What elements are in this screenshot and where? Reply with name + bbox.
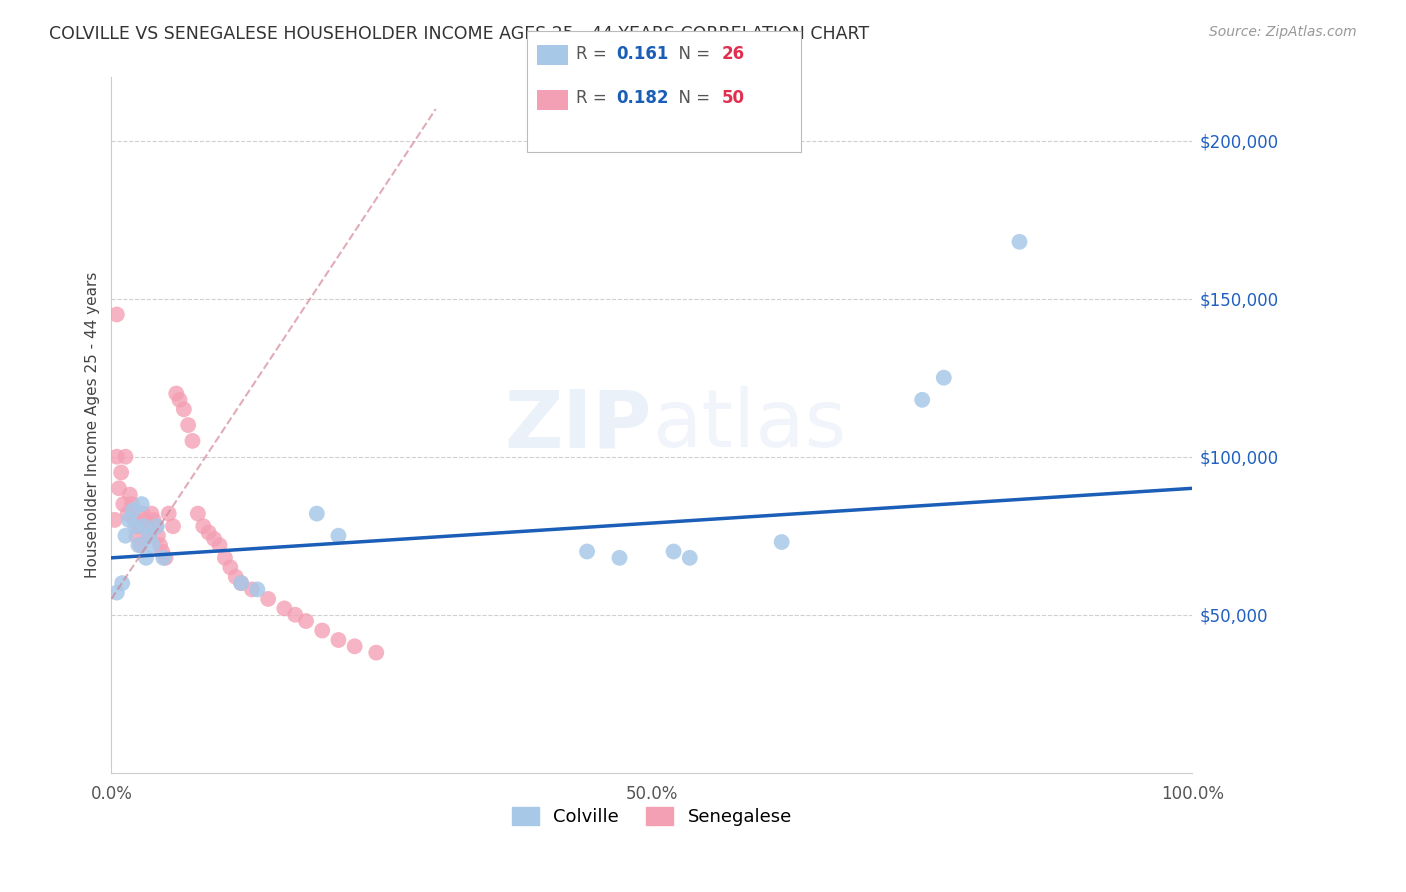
Point (219, 560, 242, 574)
Point (129, 538, 152, 552)
Legend: Colville, Senegalese: Colville, Senegalese (505, 799, 799, 833)
Point (679, 550, 702, 565)
Point (193, 519, 215, 533)
Point (145, 519, 167, 533)
Text: N =: N = (668, 45, 716, 62)
Point (576, 544, 599, 558)
Point (162, 519, 184, 533)
Point (157, 507, 180, 521)
Point (114, 529, 136, 543)
Point (181, 434, 204, 448)
Point (165, 386, 187, 401)
Text: 0.161: 0.161 (616, 45, 668, 62)
Point (141, 507, 163, 521)
Point (114, 450, 136, 464)
Point (110, 466, 132, 480)
Point (122, 513, 145, 527)
Point (231, 576, 253, 591)
Point (231, 576, 253, 591)
Point (173, 402, 195, 417)
Point (117, 507, 139, 521)
Point (202, 532, 225, 546)
Point (273, 601, 295, 615)
Point (246, 582, 269, 597)
Text: R =: R = (576, 89, 613, 107)
Point (366, 646, 388, 660)
Point (146, 529, 169, 543)
Point (121, 497, 143, 511)
Text: 26: 26 (721, 45, 744, 62)
Point (152, 550, 174, 565)
Point (105, 585, 128, 599)
Point (127, 538, 149, 552)
Point (197, 525, 219, 540)
Point (150, 544, 173, 558)
Point (311, 624, 333, 638)
Point (770, 535, 793, 549)
Point (240, 582, 263, 597)
Point (187, 507, 209, 521)
Point (149, 538, 172, 552)
Point (284, 607, 307, 622)
Point (122, 503, 145, 517)
Point (932, 370, 955, 384)
Text: atlas: atlas (652, 386, 846, 464)
Point (127, 519, 149, 533)
Point (104, 513, 127, 527)
Point (131, 497, 153, 511)
Text: 0.182: 0.182 (616, 89, 668, 107)
Point (135, 550, 157, 565)
Point (118, 488, 141, 502)
Point (257, 591, 280, 606)
Text: ZIP: ZIP (505, 386, 652, 464)
Point (177, 418, 200, 433)
Point (343, 640, 366, 654)
Text: 50: 50 (721, 89, 744, 107)
Point (118, 513, 141, 527)
Point (208, 538, 231, 552)
Point (155, 550, 177, 565)
Point (295, 614, 318, 628)
Text: N =: N = (668, 89, 716, 107)
Text: COLVILLE VS SENEGALESE HOUSEHOLDER INCOME AGES 25 - 44 YEARS CORRELATION CHART: COLVILLE VS SENEGALESE HOUSEHOLDER INCOM… (49, 25, 869, 43)
Point (328, 632, 350, 647)
Point (328, 529, 350, 543)
Point (911, 392, 934, 407)
Point (138, 529, 160, 543)
Point (125, 529, 148, 543)
Point (169, 392, 191, 407)
Point (214, 550, 236, 565)
Point (132, 519, 155, 533)
Point (136, 519, 159, 533)
Point (142, 513, 165, 527)
Point (111, 576, 134, 591)
Point (609, 550, 631, 565)
Point (108, 481, 131, 495)
Point (124, 519, 146, 533)
Point (1008, 235, 1031, 249)
Point (105, 308, 128, 322)
Point (141, 538, 163, 552)
Y-axis label: Householder Income Ages 25 - 44 years: Householder Income Ages 25 - 44 years (86, 272, 100, 578)
Point (132, 507, 155, 521)
Point (112, 497, 135, 511)
Point (225, 570, 247, 584)
Point (305, 507, 328, 521)
Text: Source: ZipAtlas.com: Source: ZipAtlas.com (1209, 25, 1357, 39)
Point (138, 529, 160, 543)
Text: R =: R = (576, 45, 613, 62)
Point (662, 544, 685, 558)
Point (105, 450, 128, 464)
Point (146, 519, 169, 533)
Point (134, 513, 156, 527)
